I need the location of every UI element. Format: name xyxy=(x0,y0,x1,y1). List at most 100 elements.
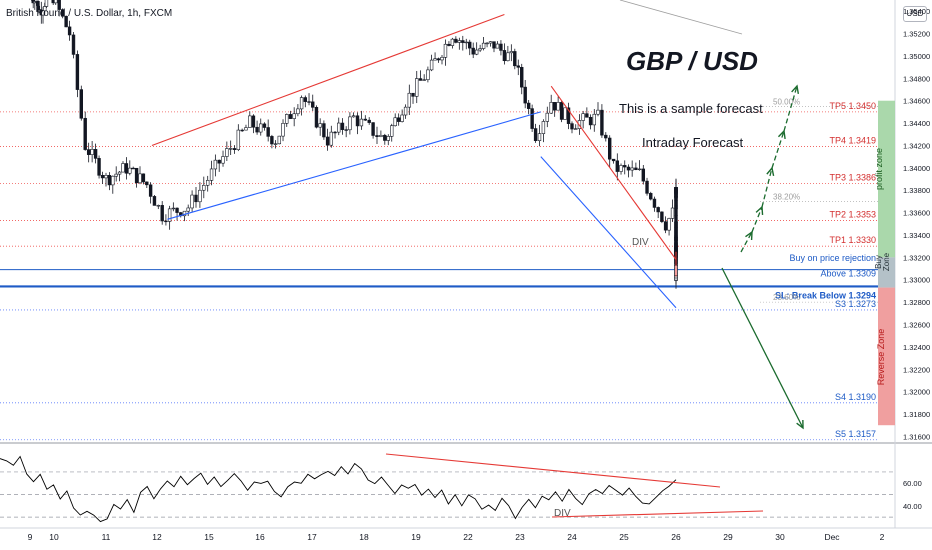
candle-body xyxy=(630,167,634,171)
time-tick-label: 10 xyxy=(49,532,59,542)
arrow-head xyxy=(796,419,804,430)
candle xyxy=(160,201,164,225)
candle-body xyxy=(262,123,267,128)
rsi-divergence-top xyxy=(385,453,721,488)
candle xyxy=(57,0,61,17)
candle xyxy=(171,202,176,212)
candle xyxy=(167,205,172,230)
candle xyxy=(541,119,546,143)
candle xyxy=(436,57,441,63)
candle-body xyxy=(111,175,115,186)
candle xyxy=(90,141,94,163)
candle xyxy=(533,123,538,143)
candle xyxy=(371,122,375,139)
candle-body xyxy=(190,194,194,209)
candle-body xyxy=(86,149,91,155)
candle-body xyxy=(596,109,600,115)
candle xyxy=(667,217,671,236)
candle-body xyxy=(450,38,455,46)
candle xyxy=(202,176,206,199)
price-tick-label: 1.35400 xyxy=(903,7,930,16)
candle xyxy=(117,170,122,182)
candle-body xyxy=(186,207,190,212)
candle xyxy=(506,45,510,62)
candle-body xyxy=(415,78,419,97)
candle-body xyxy=(637,168,642,171)
candle-body xyxy=(670,207,675,219)
candle-body xyxy=(57,0,61,10)
candle xyxy=(314,105,319,129)
candle xyxy=(440,54,444,65)
rsi-divergence-bottom xyxy=(551,510,764,518)
candle-body xyxy=(530,108,534,129)
candle-body xyxy=(209,168,214,181)
candle xyxy=(393,113,397,127)
candle xyxy=(645,177,649,196)
channel-up-bottom xyxy=(167,111,541,220)
candle xyxy=(502,43,507,65)
level-tp4-1-3419-label: TP4 1.3419 xyxy=(829,136,876,146)
candle-body xyxy=(202,184,206,191)
candle-body xyxy=(351,115,356,118)
candle xyxy=(337,117,341,136)
time-tick-label: 16 xyxy=(255,532,265,542)
candle-body xyxy=(251,115,256,128)
candle-body xyxy=(138,173,142,184)
candle-body xyxy=(488,41,493,44)
candle xyxy=(344,126,348,138)
candle xyxy=(141,173,146,185)
candle-body xyxy=(228,148,233,150)
level-above-1-3309-label: Above 1.3309 xyxy=(820,269,876,279)
candle-body xyxy=(156,205,160,207)
arrow-head xyxy=(745,230,753,241)
candle xyxy=(131,166,135,170)
candle xyxy=(51,0,55,5)
candle xyxy=(530,104,534,132)
candle-body xyxy=(194,194,198,203)
price-tick-label: 1.32400 xyxy=(903,343,930,352)
candle-body xyxy=(71,34,76,55)
candle xyxy=(107,172,112,191)
candle-body xyxy=(363,118,367,121)
candle-body xyxy=(600,109,604,136)
candle-body xyxy=(270,136,274,145)
time-tick-label: Dec xyxy=(824,532,840,542)
channel-down-top xyxy=(550,85,677,260)
forecast-up-leg-4 xyxy=(771,129,786,169)
candle xyxy=(457,37,462,50)
candle-body xyxy=(266,127,270,137)
candle xyxy=(79,85,84,121)
candle xyxy=(492,41,496,53)
candle xyxy=(251,114,256,134)
forecast-up-leg-5 xyxy=(783,84,800,132)
level-s3-1-3273-label: S3 1.3273 xyxy=(835,299,876,309)
candle xyxy=(663,216,668,234)
candle xyxy=(213,154,218,177)
price-tick-label: 1.33600 xyxy=(903,209,930,218)
candle-body xyxy=(641,168,646,182)
time-tick-label: 30 xyxy=(775,532,785,542)
candle-body xyxy=(663,221,668,231)
candle-body xyxy=(454,38,458,43)
candle-body xyxy=(478,48,482,51)
candle xyxy=(164,214,168,226)
candle xyxy=(464,38,468,50)
candle-body xyxy=(418,78,423,81)
symbol-title: British Pound / U.S. Dollar, 1h, FXCM xyxy=(6,8,173,19)
candle xyxy=(93,143,98,164)
time-tick-label: 26 xyxy=(671,532,681,542)
candle xyxy=(549,94,553,115)
candle xyxy=(83,111,87,151)
candle-body xyxy=(660,211,664,222)
price-tick-label: 1.33400 xyxy=(903,231,930,240)
candle-body xyxy=(537,133,542,141)
candle-body xyxy=(652,198,657,208)
candle xyxy=(340,118,345,135)
candle-body xyxy=(114,173,118,177)
candle xyxy=(386,134,390,146)
candle xyxy=(588,114,593,130)
candle xyxy=(318,118,322,136)
candle-body xyxy=(337,122,341,133)
candle xyxy=(329,125,334,148)
